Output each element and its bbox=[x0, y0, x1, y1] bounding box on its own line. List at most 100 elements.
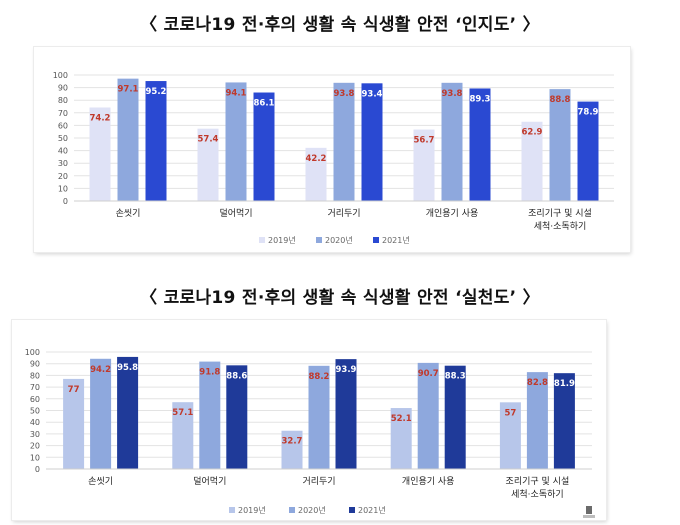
awareness-chart-panel: 0 10 20 30 40 50 60 70 80 90 100 74.2 97.1 95.2 손씻기 57.… bbox=[34, 47, 630, 252]
practice-bar bbox=[444, 365, 466, 469]
awareness-bar-chart: 0 10 20 30 40 50 60 70 80 90 100 74.2 97.1 95.2 손씻기 57.… bbox=[53, 71, 614, 245]
practice-ytick-label: 80 bbox=[30, 371, 40, 380]
awareness-ytick-label: 40 bbox=[58, 147, 68, 156]
awareness-bar bbox=[521, 121, 543, 201]
awareness-category-label: 세척·소독하기 bbox=[534, 221, 587, 232]
awareness-bar bbox=[197, 128, 219, 201]
practice-bar bbox=[63, 378, 85, 469]
practice-category-label: 개인용기 사용 bbox=[402, 476, 455, 487]
awareness-bar bbox=[225, 82, 247, 201]
awareness-data-label: 78.9 bbox=[578, 108, 599, 118]
practice-category-label: 세척·소독하기 bbox=[511, 489, 564, 500]
practice-data-label: 82.8 bbox=[527, 378, 548, 388]
practice-bar bbox=[281, 430, 303, 469]
awareness-data-label: 89.3 bbox=[470, 94, 491, 104]
practice-bar bbox=[499, 402, 521, 469]
practice-category-label: 덜어먹기 bbox=[193, 475, 226, 487]
practice-ytick-label: 20 bbox=[30, 442, 40, 451]
practice-legend-label: 2021년 bbox=[358, 505, 386, 515]
practice-data-label: 77 bbox=[68, 385, 80, 395]
practice-bar bbox=[390, 408, 412, 469]
practice-legend-swatch bbox=[229, 507, 235, 513]
practice-data-label: 94.2 bbox=[90, 365, 111, 375]
practice-bar bbox=[335, 359, 357, 469]
awareness-bar bbox=[577, 101, 599, 201]
awareness-legend-label: 2021년 bbox=[382, 235, 410, 245]
awareness-bar bbox=[145, 81, 167, 201]
practice-data-label: 88.2 bbox=[309, 372, 330, 382]
practice-data-label: 90.7 bbox=[418, 369, 439, 379]
awareness-category-label: 손씻기 bbox=[116, 208, 141, 219]
practice-ytick-label: 10 bbox=[30, 453, 40, 462]
awareness-ytick-label: 50 bbox=[58, 134, 68, 143]
awareness-bar bbox=[253, 92, 275, 201]
practice-ytick-label: 100 bbox=[25, 348, 40, 357]
awareness-ytick-label: 0 bbox=[63, 197, 68, 206]
awareness-legend-swatch bbox=[316, 237, 322, 243]
practice-legend-label: 2019년 bbox=[238, 505, 266, 515]
practice-data-label: 32.7 bbox=[282, 437, 303, 447]
practice-ytick-label: 60 bbox=[30, 395, 40, 404]
practice-data-label: 81.9 bbox=[554, 379, 575, 389]
awareness-legend-label: 2020년 bbox=[325, 235, 353, 245]
practice-bar bbox=[308, 365, 330, 469]
practice-ytick-label: 30 bbox=[30, 430, 40, 439]
awareness-data-label: 93.4 bbox=[362, 89, 383, 99]
awareness-ytick-label: 90 bbox=[58, 84, 68, 93]
awareness-data-label: 42.2 bbox=[306, 154, 327, 164]
awareness-bar bbox=[117, 78, 139, 201]
awareness-ytick-label: 20 bbox=[58, 172, 68, 181]
awareness-category-label: 조리기구 및 시설 bbox=[528, 207, 592, 219]
awareness-bar bbox=[333, 82, 355, 201]
awareness-data-label: 57.4 bbox=[198, 135, 219, 145]
practice-data-label: 88.6 bbox=[226, 371, 247, 381]
practice-category-label: 손씻기 bbox=[88, 476, 113, 487]
practice-category-label: 조리기구 및 시설 bbox=[506, 475, 570, 487]
awareness-data-label: 95.2 bbox=[146, 87, 167, 97]
practice-legend-swatch bbox=[289, 507, 295, 513]
awareness-bar bbox=[89, 107, 111, 201]
awareness-ytick-label: 80 bbox=[58, 96, 68, 105]
practice-data-label: 88.3 bbox=[445, 372, 466, 382]
awareness-ytick-label: 30 bbox=[58, 159, 68, 168]
awareness-data-label: 93.8 bbox=[334, 89, 355, 99]
awareness-data-label: 62.9 bbox=[522, 128, 543, 138]
practice-ytick-label: 90 bbox=[30, 360, 40, 369]
practice-chart-panel: 0 10 20 30 40 50 60 70 80 90 100 77 94.2 95.8 손씻기 57.1 9… bbox=[12, 320, 606, 520]
awareness-legend-label: 2019년 bbox=[268, 235, 296, 245]
awareness-bar bbox=[413, 129, 435, 201]
awareness-data-label: 56.7 bbox=[414, 136, 435, 146]
awareness-legend-swatch bbox=[259, 237, 265, 243]
practice-bar bbox=[526, 372, 548, 469]
awareness-bar bbox=[361, 83, 383, 201]
awareness-data-label: 88.8 bbox=[550, 95, 571, 105]
practice-legend-label: 2020년 bbox=[298, 505, 326, 515]
practice-bar bbox=[90, 358, 112, 469]
practice-bar-chart: 0 10 20 30 40 50 60 70 80 90 100 77 94.2 95.8 손씻기 57.1 9… bbox=[25, 348, 592, 515]
practice-bar bbox=[172, 402, 194, 469]
awareness-ytick-label: 70 bbox=[58, 109, 68, 118]
practice-data-label: 52.1 bbox=[391, 414, 412, 424]
awareness-data-label: 74.2 bbox=[90, 114, 111, 124]
chart-title-practice: 〈 코로나19 전·후의 생활 속 식생활 안전 ‘실천도’ 〉 bbox=[140, 288, 540, 308]
practice-data-label: 57 bbox=[504, 408, 516, 418]
practice-data-label: 93.9 bbox=[336, 365, 357, 375]
awareness-bar bbox=[441, 82, 463, 201]
practice-data-label: 91.8 bbox=[199, 368, 220, 378]
awareness-ytick-label: 60 bbox=[58, 121, 68, 130]
awareness-bar bbox=[549, 89, 571, 201]
practice-data-label: 57.1 bbox=[172, 408, 193, 418]
practice-category-label: 거리두기 bbox=[302, 476, 335, 487]
awareness-category-label: 개인용기 사용 bbox=[426, 208, 479, 219]
practice-bar bbox=[117, 356, 139, 469]
awareness-bar bbox=[305, 147, 327, 201]
practice-ytick-label: 40 bbox=[30, 418, 40, 427]
practice-ytick-label: 70 bbox=[30, 383, 40, 392]
awareness-data-label: 93.8 bbox=[442, 89, 463, 99]
practice-legend-swatch bbox=[349, 507, 355, 513]
practice-bar bbox=[199, 361, 221, 469]
awareness-legend-swatch bbox=[373, 237, 379, 243]
awareness-ytick-label: 100 bbox=[53, 71, 68, 80]
practice-bar bbox=[417, 362, 439, 469]
awareness-bar bbox=[469, 88, 491, 201]
